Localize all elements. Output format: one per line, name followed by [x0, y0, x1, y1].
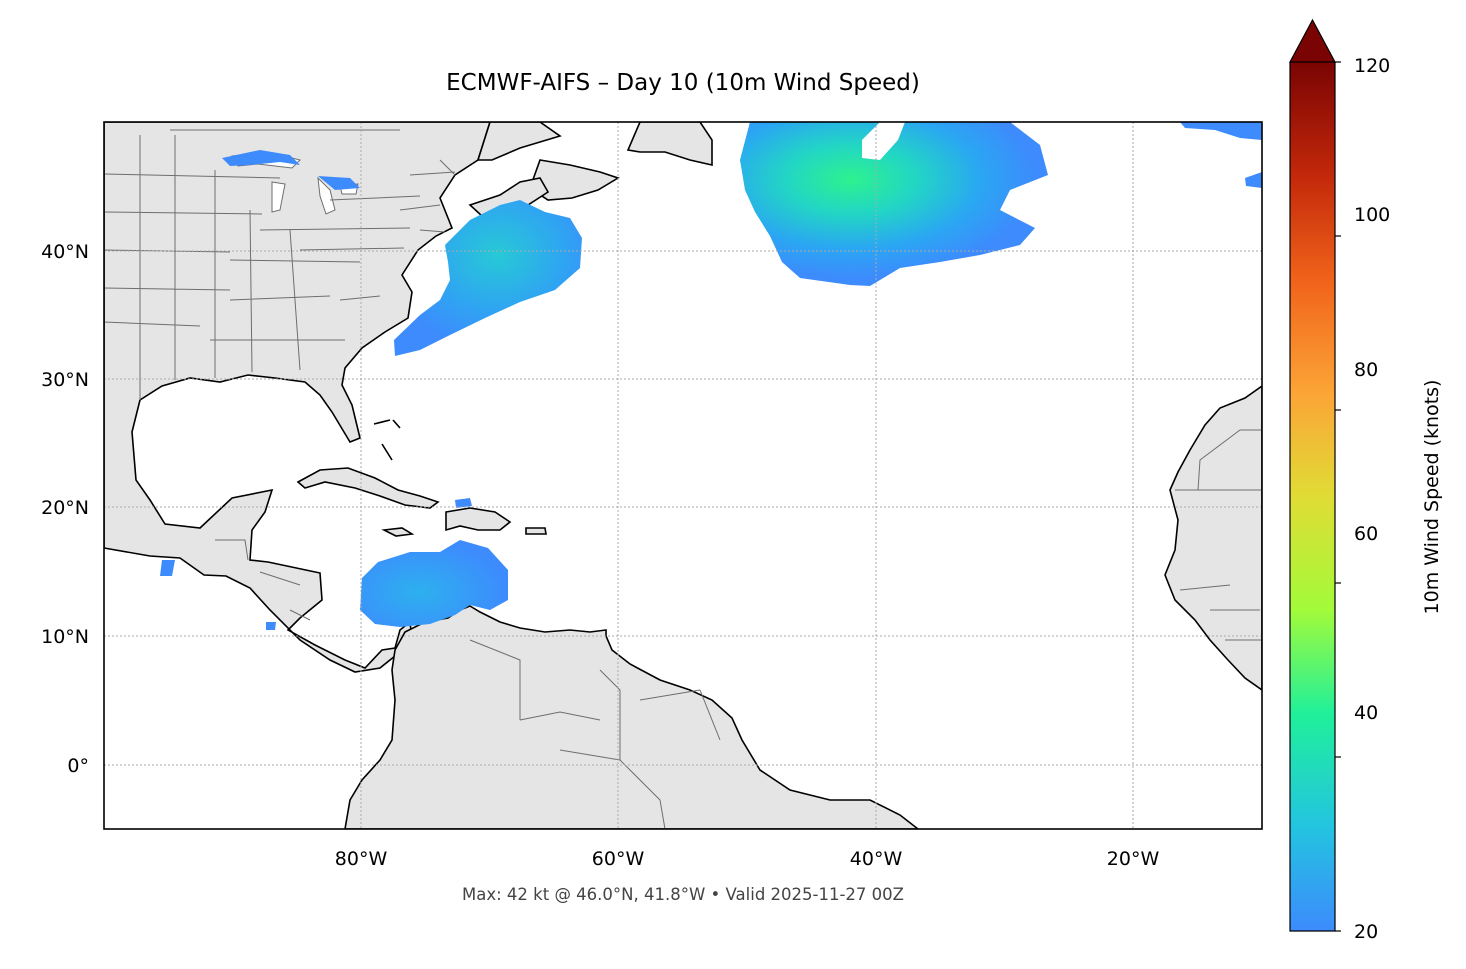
lon-tick-labels: 80°W 60°W 40°W 20°W [335, 848, 1160, 870]
colorbar-tick-120: 120 [1354, 55, 1390, 77]
colorbar-extend-arrow [1288, 18, 1337, 63]
wind-field-caribbean [360, 540, 508, 627]
gridlines [104, 122, 1262, 829]
land-jamaica [381, 527, 415, 537]
wind-field-great-lakes [222, 150, 360, 190]
colorbar-tick-60: 60 [1354, 523, 1378, 545]
land-bahamas [373, 419, 401, 461]
land-greenland-tip [626, 122, 713, 167]
colorbar-gradient [1290, 62, 1335, 931]
land-north-america [104, 122, 491, 673]
colorbar-frame [1289, 62, 1336, 932]
lat-tick-labels: 40°N 30°N 20°N 10°N 0° [41, 241, 89, 777]
lon-tick-60w: 60°W [592, 848, 645, 870]
land-africa [1164, 385, 1262, 691]
map-layers [104, 122, 1262, 829]
wind-field-north-atlantic [740, 122, 1048, 286]
lat-tick-20n: 20°N [41, 497, 89, 519]
wind-field-us-east [394, 200, 582, 356]
state-borders [104, 129, 456, 400]
lat-tick-40n: 40°N [41, 241, 89, 263]
lat-tick-30n: 30°N [41, 369, 89, 391]
lon-tick-40w: 40°W [850, 848, 903, 870]
land-south-america [344, 605, 920, 829]
lon-tick-80w: 80°W [335, 848, 388, 870]
colorbar-ticks [1335, 61, 1341, 932]
colorbar-label: 10m Wind Speed (knots) [1421, 380, 1443, 615]
map-title: ECMWF-AIFS – Day 10 (10m Wind Speed) [446, 70, 920, 96]
plot-frame [103, 121, 1263, 830]
max-wind-footer: Max: 42 kt @ 46.0°N, 41.8°W • Valid 2025… [462, 885, 904, 904]
colorbar-tick-20: 20 [1354, 921, 1378, 943]
colorbar-tick-80: 80 [1354, 359, 1378, 381]
colorbar-tick-100: 100 [1354, 204, 1390, 226]
land-cuba [296, 467, 440, 509]
lat-tick-0: 0° [67, 755, 89, 777]
lon-tick-20w: 20°W [1107, 848, 1160, 870]
great-lakes [231, 151, 359, 215]
land-labrador [476, 122, 562, 161]
colorbar-tick-40: 40 [1354, 702, 1378, 724]
land-puerto-rico [525, 527, 547, 535]
wind-field-atlantic-ne [1180, 122, 1262, 188]
country-borders [215, 429, 1262, 829]
land-hispaniola [445, 507, 512, 532]
lat-tick-10n: 10°N [41, 626, 89, 648]
colorbar: 20 40 60 80 100 120 10m Wind Speed (knot… [1288, 18, 1443, 943]
